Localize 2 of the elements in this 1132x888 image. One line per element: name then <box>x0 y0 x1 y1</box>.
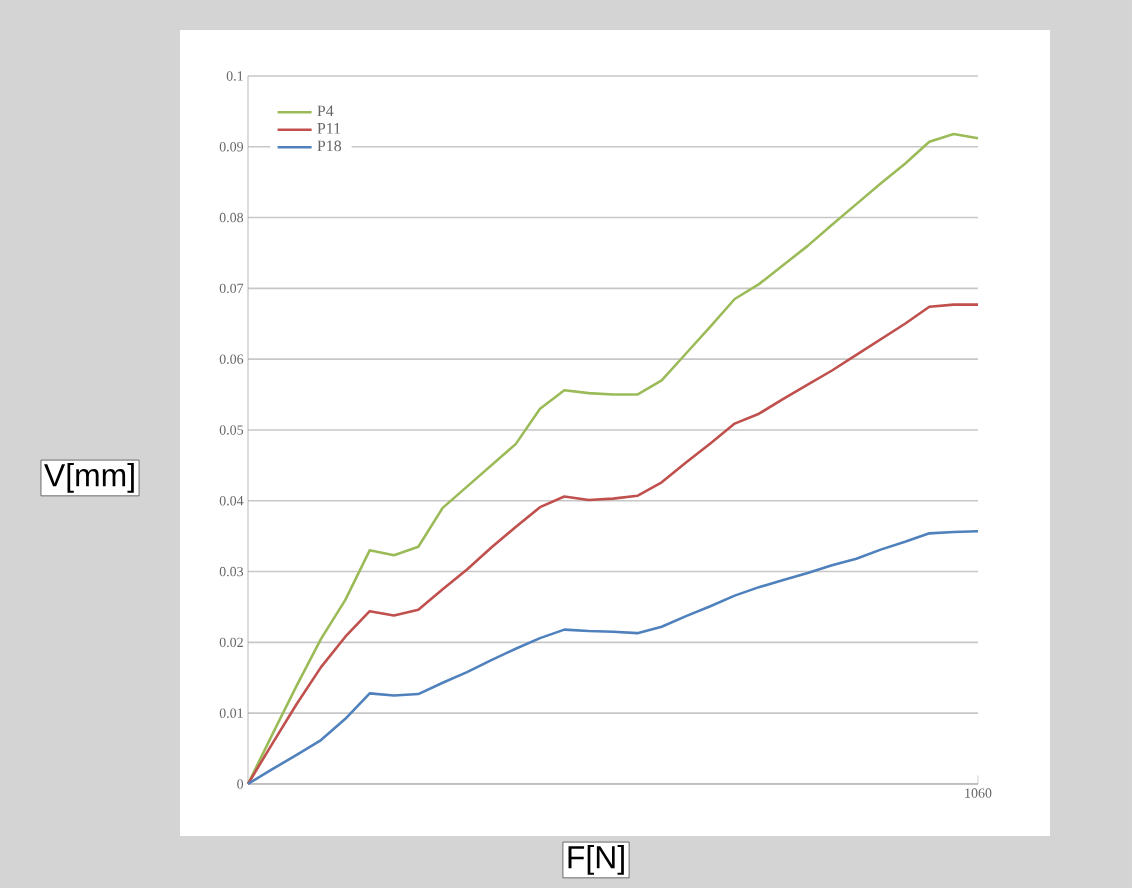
x-axis-title: F[N] <box>568 845 624 875</box>
y-axis-title: V[mm] <box>44 463 134 493</box>
